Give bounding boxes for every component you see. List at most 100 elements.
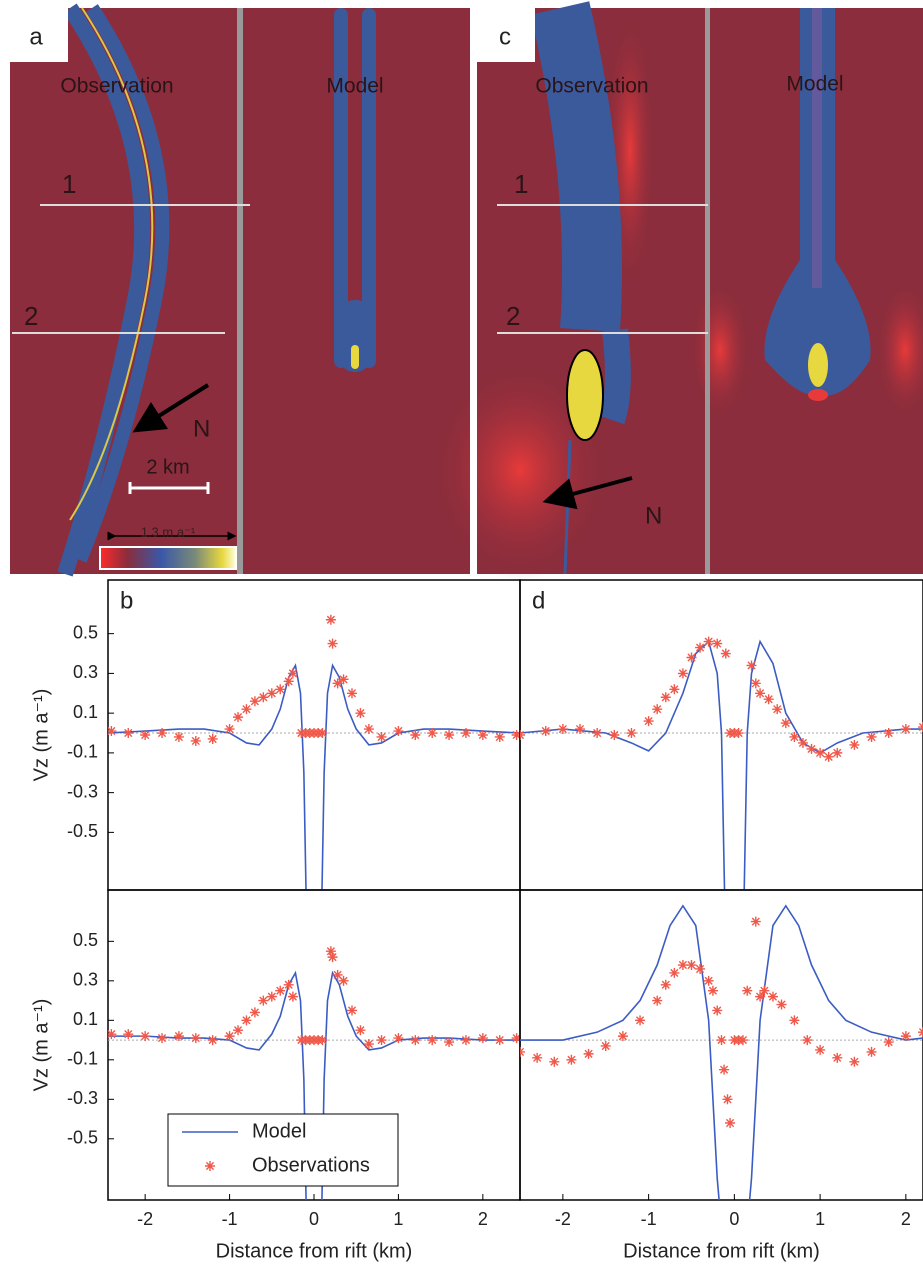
legend-label: Observations <box>252 1154 370 1176</box>
observation-marker <box>108 726 117 737</box>
observation-marker <box>283 979 294 990</box>
observation-marker <box>712 638 723 649</box>
model-line <box>108 663 520 890</box>
panel-title: Model <box>786 73 843 96</box>
observation-marker <box>173 731 184 742</box>
x-axis-label: Distance from rift (km) <box>623 1240 820 1262</box>
observation-marker <box>780 718 791 729</box>
y-tick-label: 0.1 <box>73 702 98 722</box>
observation-marker <box>549 1056 560 1067</box>
observation-marker <box>410 730 421 740</box>
observation-marker <box>224 1031 235 1042</box>
rift-band <box>599 328 631 425</box>
observation-marker <box>140 1031 151 1042</box>
observation-marker <box>703 975 714 986</box>
image-panels: a c Observation Model Observation Model … <box>10 1 923 580</box>
observation-marker <box>494 731 505 742</box>
x-tick-label: 0 <box>309 1209 319 1229</box>
model-line <box>520 904 923 1200</box>
observation-marker <box>266 991 277 1002</box>
observation-marker <box>108 1029 117 1040</box>
observation-marker <box>123 1029 134 1040</box>
profile-label: 1 <box>514 169 528 199</box>
north-arrow <box>542 476 633 510</box>
observation-marker <box>173 1031 184 1042</box>
observation-marker <box>317 1035 328 1046</box>
y-tick-label: 0.1 <box>73 1009 98 1029</box>
observation-marker <box>626 728 637 739</box>
observation-marker <box>635 1015 646 1026</box>
plot-area <box>108 946 520 1200</box>
scale-bar <box>128 482 210 494</box>
y-tick-label: 0.3 <box>73 970 98 990</box>
glow <box>690 280 750 420</box>
x-tick-label: -1 <box>641 1209 657 1229</box>
legend: Model Observations <box>167 1113 399 1187</box>
observation-marker <box>283 676 294 687</box>
observation-marker <box>540 726 551 737</box>
y-tick-label: -0.1 <box>67 1049 98 1069</box>
observation-marker <box>327 952 338 963</box>
y-tick-label: -0.3 <box>67 781 98 801</box>
observation-marker <box>750 916 761 927</box>
observation-marker <box>686 960 697 971</box>
legend-label: Model <box>252 1120 306 1142</box>
y-tick-label: -0.5 <box>67 1128 98 1148</box>
model-band <box>812 8 822 288</box>
x-tick-label: 1 <box>815 1209 825 1229</box>
north-label: N <box>193 415 210 442</box>
observation-marker <box>815 1044 826 1055</box>
observation-marker <box>376 1035 387 1046</box>
observation-marker <box>566 1054 577 1065</box>
y-tick-label: 0.3 <box>73 662 98 682</box>
observation-marker <box>866 731 877 742</box>
panel-label: b <box>120 587 133 614</box>
subplot: -2 -1 0 1 2 Distance from rift (km) <box>519 889 923 1262</box>
north-label: N <box>645 502 662 529</box>
observation-marker <box>207 733 218 744</box>
observation-marker <box>355 708 366 719</box>
observation-marker <box>600 1040 611 1051</box>
observation-marker <box>258 692 269 703</box>
observation-marker <box>249 1007 260 1018</box>
model-tip <box>808 343 828 387</box>
separator <box>705 8 710 574</box>
observation-marker <box>776 999 787 1010</box>
observation-marker <box>832 1052 843 1063</box>
legend-swatch <box>205 1161 215 1171</box>
observation-marker <box>427 728 438 739</box>
observation-marker <box>755 991 766 1002</box>
x-tick-label: 0 <box>729 1209 739 1229</box>
observation-marker <box>900 724 911 735</box>
panel-title: Model <box>326 75 383 98</box>
separator <box>237 8 243 574</box>
label-box <box>10 8 68 62</box>
observation-marker <box>190 735 201 746</box>
observation-marker <box>823 751 834 762</box>
y-tick-label: -0.5 <box>67 821 98 841</box>
model-band <box>362 8 376 368</box>
observation-marker <box>832 747 843 758</box>
observation-marker <box>815 747 826 758</box>
y-tick-label: -0.3 <box>67 1088 98 1108</box>
observation-marker <box>241 1015 252 1026</box>
observation-marker <box>797 737 808 748</box>
observation-marker <box>477 730 488 740</box>
observation-marker <box>557 724 568 735</box>
observation-marker <box>763 694 774 705</box>
observation-marker <box>266 688 277 699</box>
observation-marker <box>249 696 260 707</box>
observation-marker <box>883 1037 894 1048</box>
panel-label: d <box>532 587 545 614</box>
model-band <box>340 300 370 372</box>
observation-marker <box>233 712 244 723</box>
observation-marker <box>338 975 349 986</box>
observation-marker <box>707 985 718 996</box>
observation-marker <box>609 730 620 740</box>
observation-marker <box>233 1025 244 1036</box>
x-tick-label: 2 <box>901 1209 911 1229</box>
observation-marker <box>575 724 586 735</box>
observation-marker <box>460 1035 471 1046</box>
observation-marker <box>677 668 688 679</box>
observation-marker <box>376 731 387 742</box>
